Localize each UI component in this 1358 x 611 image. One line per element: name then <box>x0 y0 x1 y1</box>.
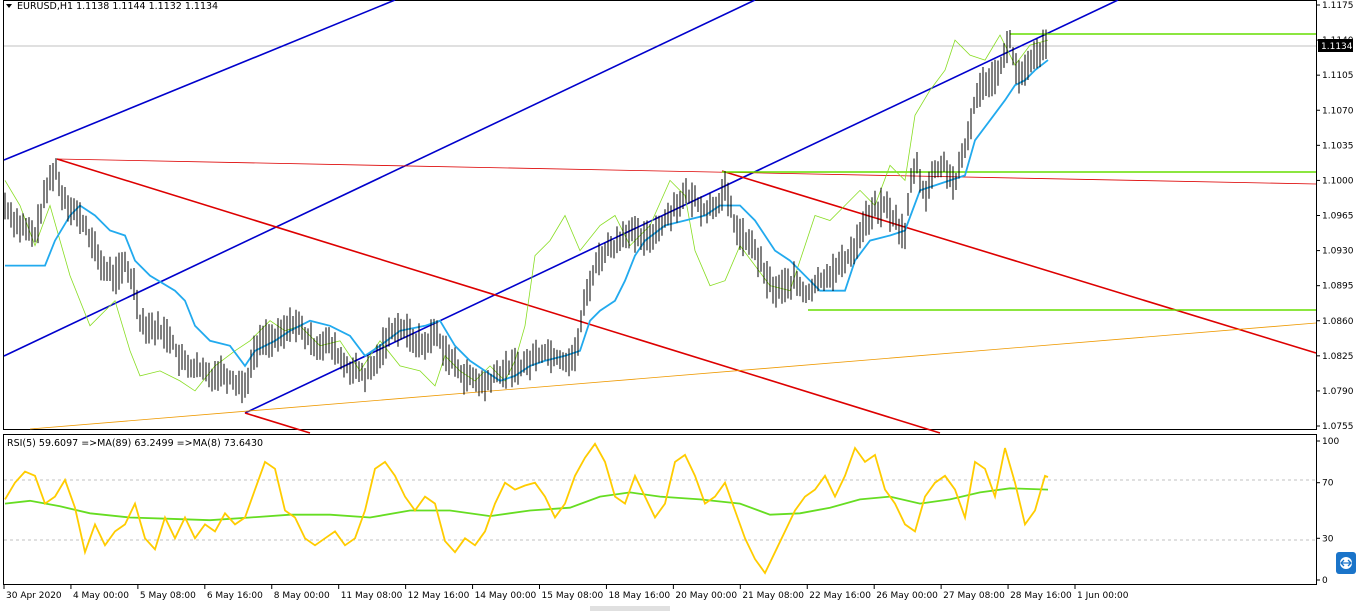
arrows-icon-glyph <box>1340 559 1352 567</box>
time-axis-tick-label: 1 Jun 00:00 <box>1077 591 1129 601</box>
rsi-axis: 100 70 30 0 <box>1316 437 1339 586</box>
time-axis-tick-label: 26 May 00:00 <box>876 591 938 601</box>
price-axis-tick-label: 1.0930 <box>1322 247 1354 257</box>
current-price-tag: 1.1134 <box>1318 39 1353 52</box>
symbol-header: EURUSD,H1 1.1138 1.1144 1.1132 1.1134 <box>17 1 218 12</box>
price-axis-tick-label: 1.1000 <box>1322 176 1354 186</box>
collapse-triangle-icon[interactable] <box>6 4 12 8</box>
red-thin-line <box>56 158 1317 185</box>
time-axis-tick-label: 5 May 08:00 <box>140 591 196 601</box>
price-panel[interactable]: EURUSD,H1 1.1138 1.1144 1.1132 1.1134 <box>3 0 1317 434</box>
corner-widget[interactable] <box>1336 552 1356 574</box>
rsi-header: RSI(5) 59.6097 =>MA(89) 63.2499 =>MA(8) … <box>7 438 263 449</box>
price-axis-tick-label: 1.0860 <box>1322 317 1354 327</box>
thin-green-indicator-line <box>4 34 1049 392</box>
red-median-line <box>56 158 941 434</box>
price-axis-tick-label: 1.1035 <box>1322 141 1354 151</box>
price-axis-tick-label: 1.0755 <box>1322 422 1354 432</box>
rsi-panel-frame <box>3 434 1317 585</box>
time-axis-tick-label: 22 May 16:00 <box>809 591 871 601</box>
time-axis-tick-label: 15 May 08:00 <box>542 591 604 601</box>
time-axis-tick-label: 18 May 16:00 <box>608 591 670 601</box>
price-series-group <box>4 29 1049 404</box>
time-axis-tick-label: 8 May 00:00 <box>274 591 330 601</box>
price-axis-tick-label: 1.0790 <box>1322 387 1354 397</box>
time-axis-tick-label: 30 Apr 2020 <box>6 591 62 601</box>
time-axis-tick-label: 28 May 16:00 <box>1010 591 1072 601</box>
time-axis-tick-label: 11 May 08:00 <box>341 591 403 601</box>
time-axis-tick-label: 12 May 16:00 <box>408 591 470 601</box>
rsi-axis-tick-label: 0 <box>1322 576 1328 586</box>
blue-channel-lower <box>244 0 1119 414</box>
time-axis-tick-label: 20 May 00:00 <box>675 591 737 601</box>
rsi-series-group <box>4 442 1049 575</box>
orange-trend-line <box>29 322 1317 430</box>
time-axis-tick-label: 6 May 16:00 <box>207 591 263 601</box>
price-axis-tick-label: 1.0825 <box>1322 352 1354 362</box>
red-lower-line <box>244 412 311 434</box>
rsi-line <box>4 442 1049 575</box>
time-axis-tick-label: 21 May 08:00 <box>742 591 804 601</box>
rsi-panel[interactable]: RSI(5) 59.6097 =>MA(89) 63.2499 =>MA(8) … <box>3 434 1317 585</box>
price-axis-tick-label: 1.1105 <box>1322 71 1354 81</box>
bottom-scrollbar-track[interactable] <box>590 606 670 611</box>
blue-channel-upper <box>3 0 396 161</box>
time-axis: 30 Apr 2020 4 May 00:00 5 May 08:00 6 May 1… <box>3 585 1129 601</box>
time-axis-tick-label: 4 May 00:00 <box>73 591 129 601</box>
time-axis-tick-label: 14 May 00:00 <box>475 591 537 601</box>
price-axis-tick-label: 1.1070 <box>1322 106 1354 116</box>
price-tag-label: 1.1134 <box>1321 42 1353 52</box>
price-tag-box <box>1318 39 1353 52</box>
blue-channel-middle <box>3 0 756 357</box>
price-axis-tick-label: 1.0965 <box>1322 212 1354 222</box>
price-axis-tick-label: 1.0895 <box>1322 282 1354 292</box>
price-axis-tick-label: 1.1175 <box>1322 1 1354 11</box>
time-axis-tick-label: 27 May 08:00 <box>943 591 1005 601</box>
red-right-line <box>721 170 1317 354</box>
rsi-axis-tick-label: 100 <box>1322 437 1339 447</box>
rsi-axis-tick-label: 30 <box>1322 534 1334 544</box>
rsi-axis-tick-label: 70 <box>1322 479 1334 489</box>
